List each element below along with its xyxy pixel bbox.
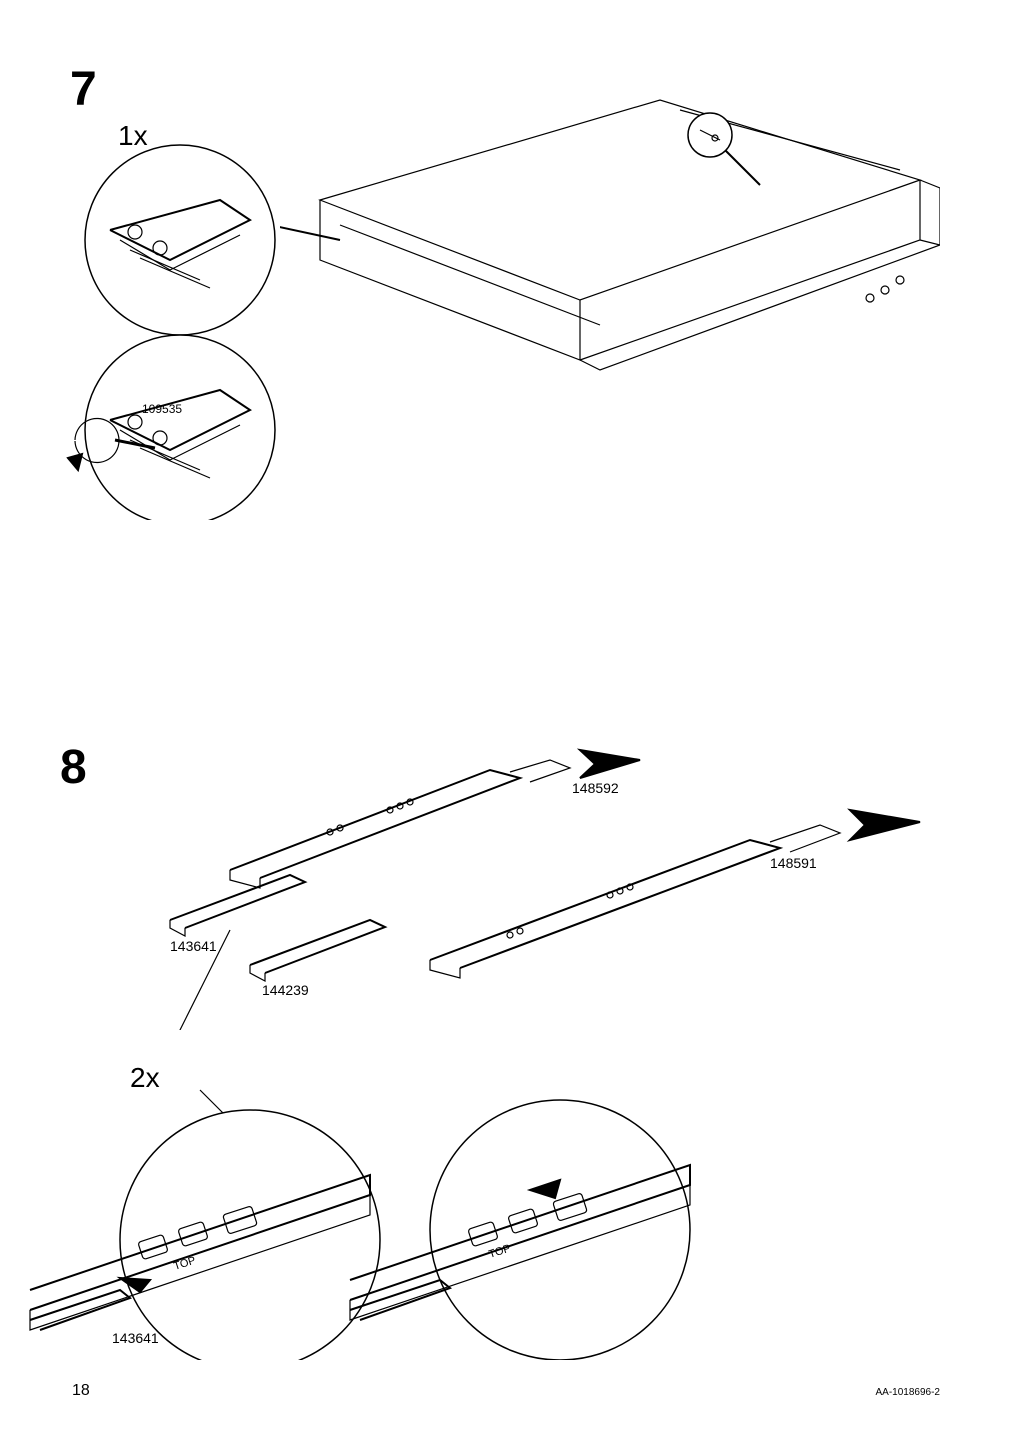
step8-detail-circles: TOP TOP <box>0 1060 760 1360</box>
part-label-144239: 144239 <box>262 982 309 998</box>
part-label-148591: 148591 <box>770 855 817 871</box>
step-number-7: 7 <box>70 62 97 117</box>
drawer-illustration <box>280 80 940 440</box>
document-code: AA-1018696-2 <box>876 1387 941 1398</box>
rails-illustration <box>130 730 950 1030</box>
part-label-148592: 148592 <box>572 780 619 796</box>
part-label-143641-detail: 143641 <box>112 1330 159 1346</box>
part-label-109535: 109535 <box>142 402 182 416</box>
page-number: 18 <box>72 1382 90 1400</box>
step7-detail-circles <box>40 140 300 520</box>
part-label-143641-a: 143641 <box>170 938 217 954</box>
step-number-8: 8 <box>60 740 87 795</box>
